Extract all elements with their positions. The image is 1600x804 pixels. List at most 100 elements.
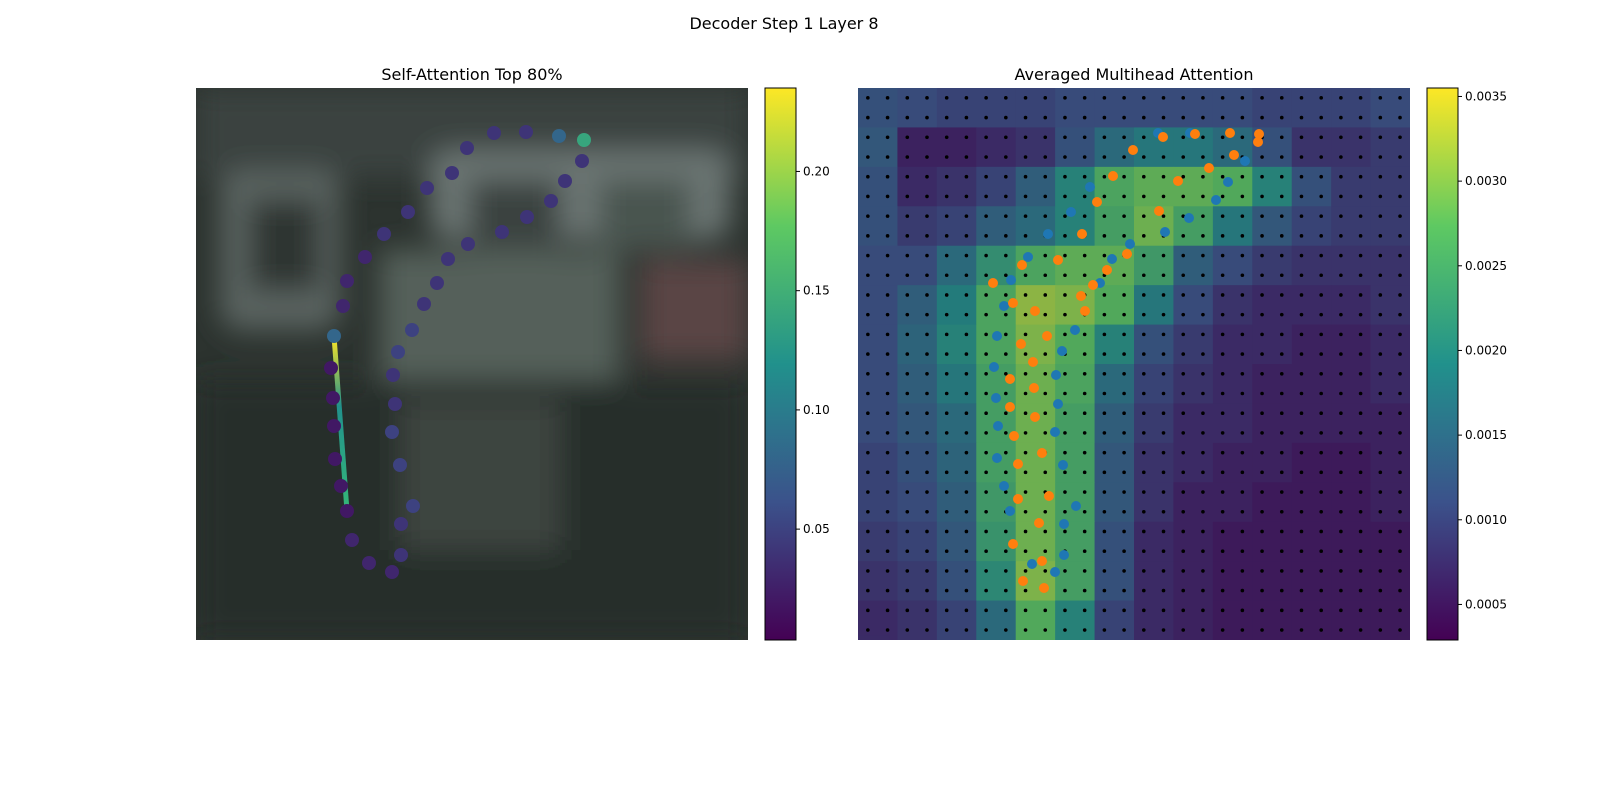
grid-dot (1358, 312, 1363, 317)
grid-dot (1260, 96, 1264, 100)
grid-dot (905, 273, 910, 278)
grid-dot (1358, 391, 1363, 396)
grid-dot (866, 431, 870, 435)
grid-dot (1063, 135, 1067, 140)
heatmap-cell (1212, 403, 1253, 444)
heatmap-cell (936, 482, 977, 523)
grid-dot (1023, 608, 1028, 613)
point (988, 278, 998, 288)
grid-dot (1004, 549, 1008, 553)
grid-dot (1142, 411, 1146, 416)
grid-dot (1279, 628, 1284, 632)
heatmap-cell (976, 206, 1017, 247)
heatmap-cell (1252, 206, 1293, 247)
grid-dot (885, 509, 890, 514)
grid-dot (1220, 411, 1225, 416)
grid-dot (1122, 391, 1126, 396)
grid-dot (1319, 431, 1323, 435)
grid-dot (1339, 214, 1343, 218)
grid-dot (1082, 411, 1087, 416)
grid-dot (866, 490, 870, 494)
heatmap-cell (858, 206, 898, 247)
grid-dot (866, 174, 870, 179)
grid-dot (1161, 332, 1166, 337)
grid-dot (905, 529, 910, 534)
grid-dot (1339, 135, 1343, 140)
heatmap-cell (858, 403, 898, 444)
grid-dot (1319, 608, 1323, 613)
grid-dot (1023, 174, 1028, 179)
grid-dot (1063, 470, 1067, 475)
grid-dot (1260, 509, 1264, 514)
grid-dot (1279, 96, 1284, 100)
grid-dot (1319, 234, 1323, 238)
point (1102, 265, 1112, 275)
grid-dot (1260, 293, 1264, 297)
grid-dot (1319, 174, 1323, 179)
grid-dot (1004, 608, 1008, 613)
grid-dot (1260, 490, 1264, 494)
grid-dot (1122, 411, 1126, 416)
grid-dot (1220, 312, 1225, 317)
grid-dot (1279, 214, 1284, 218)
grid-dot (1220, 293, 1225, 297)
grid-dot (964, 352, 969, 356)
point (334, 479, 348, 493)
heatmap-cell (1134, 521, 1174, 562)
grid-dot (964, 431, 969, 435)
grid-dot (1082, 96, 1087, 100)
heatmap-cell (936, 245, 977, 286)
grid-dot (1063, 332, 1067, 337)
grid-dot (1161, 174, 1166, 179)
grid-dot (1023, 470, 1028, 475)
heatmap-cell (1331, 88, 1372, 128)
grid-dot (984, 588, 988, 593)
colorbar-tick-label: 0.0030 (1465, 174, 1507, 188)
heatmap-cell (858, 442, 898, 483)
grid-dot (1142, 549, 1146, 553)
grid-dot (1161, 391, 1166, 396)
grid-dot (1279, 135, 1284, 140)
grid-dot (1358, 332, 1363, 337)
grid-dot (1220, 214, 1225, 218)
grid-dot (1004, 470, 1008, 475)
heatmap-cell (1291, 521, 1332, 562)
grid-dot (1004, 155, 1008, 159)
heatmap-cell (1331, 245, 1372, 286)
grid-dot (1279, 312, 1284, 317)
grid-dot (944, 588, 949, 593)
grid-dot (1398, 352, 1402, 356)
heatmap-cell (897, 364, 938, 404)
grid-dot (866, 470, 870, 475)
grid-dot (1023, 588, 1028, 593)
grid-dot (1339, 411, 1343, 416)
grid-dot (1398, 293, 1402, 297)
grid-dot (1161, 352, 1166, 356)
grid-dot (1240, 372, 1245, 376)
grid-dot (1299, 273, 1304, 278)
point (394, 548, 408, 562)
grid-dot (1181, 391, 1186, 396)
grid-dot (1279, 569, 1284, 573)
grid-dot (885, 135, 890, 140)
grid-dot (1240, 174, 1245, 179)
grid-dot (1220, 608, 1225, 613)
point (1066, 207, 1076, 217)
point (1076, 291, 1086, 301)
grid-dot (925, 352, 929, 356)
grid-dot (1161, 411, 1166, 416)
grid-dot (1240, 391, 1245, 396)
grid-dot (1122, 450, 1126, 455)
heatmap-cell (1055, 127, 1096, 168)
grid-dot (1358, 490, 1363, 494)
grid-dot (1122, 332, 1126, 337)
grid-dot (1240, 194, 1245, 199)
heatmap-cell (858, 561, 898, 602)
heatmap-cell (1331, 206, 1372, 247)
point (1013, 494, 1023, 504)
grid-dot (1043, 155, 1048, 159)
heatmap-cell (897, 166, 938, 207)
point (991, 393, 1001, 403)
grid-dot (1004, 450, 1008, 455)
grid-dot (1260, 194, 1264, 199)
